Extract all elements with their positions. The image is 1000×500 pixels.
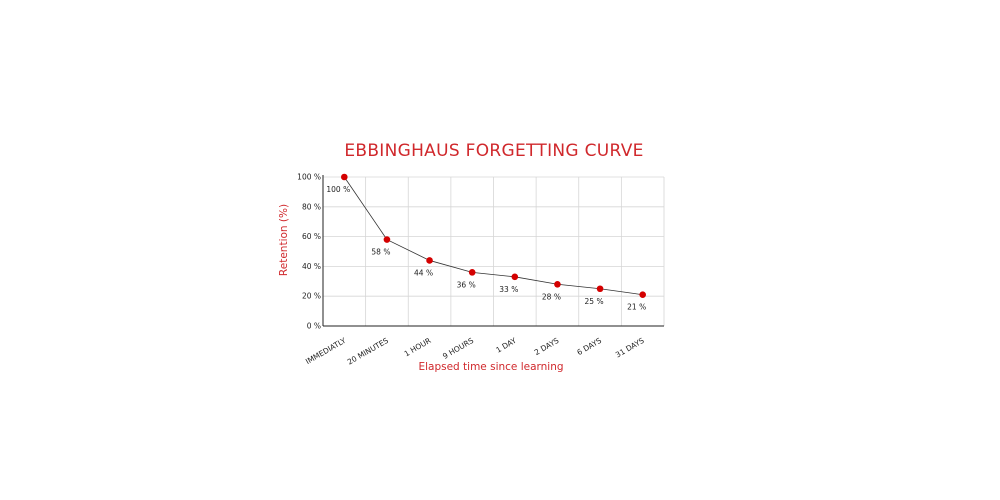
data-point bbox=[596, 285, 604, 293]
x-tick-label: 1 HOUR bbox=[403, 336, 433, 358]
x-tick-label: 6 DAYS bbox=[575, 336, 603, 357]
data-label: 21 % bbox=[627, 303, 646, 312]
y-tick-label: 20 % bbox=[302, 292, 321, 301]
y-tick-label: 0 % bbox=[307, 322, 321, 331]
chart-title: EBBINGHAUS FORGETTING CURVE bbox=[344, 141, 643, 161]
data-labels: 100 % 58 % 44 % 36 % 33 % 28 % 25 % 21 % bbox=[326, 185, 646, 312]
data-label: 44 % bbox=[414, 268, 433, 277]
data-label: 33 % bbox=[499, 285, 518, 294]
data-point bbox=[554, 280, 561, 288]
y-tick-label: 60 % bbox=[302, 232, 321, 241]
x-axis-label: Elapsed time since learning bbox=[418, 361, 563, 373]
y-tick-label: 100 % bbox=[297, 173, 321, 182]
y-ticks: 0 % 20 % 40 % 60 % 80 % 100 % bbox=[297, 173, 321, 331]
data-points bbox=[341, 173, 646, 299]
data-point bbox=[511, 273, 519, 281]
data-label: 36 % bbox=[457, 280, 476, 289]
y-tick-label: 80 % bbox=[302, 202, 321, 211]
grid bbox=[323, 176, 665, 326]
data-label: 100 % bbox=[326, 185, 350, 194]
data-point bbox=[341, 173, 348, 181]
data-label: 25 % bbox=[585, 297, 604, 306]
x-tick-label: 9 HOURS bbox=[441, 336, 475, 361]
series-line bbox=[343, 176, 643, 296]
x-tick-label: 31 DAYS bbox=[614, 336, 646, 360]
x-tick-label: 2 DAYS bbox=[533, 336, 561, 357]
data-point bbox=[468, 269, 476, 276]
data-point bbox=[639, 291, 646, 299]
y-axis-label: Retention (%) bbox=[278, 204, 290, 276]
axes bbox=[322, 175, 664, 327]
y-tick-label: 40 % bbox=[302, 262, 321, 271]
data-point bbox=[426, 257, 433, 264]
data-point bbox=[383, 236, 391, 243]
x-tick-label: 20 MINUTES bbox=[346, 336, 390, 367]
data-label: 58 % bbox=[371, 248, 390, 257]
data-label: 28 % bbox=[542, 292, 561, 301]
x-tick-label: IMMEDIATLY bbox=[304, 336, 348, 366]
x-tick-label: 1 DAY bbox=[494, 336, 518, 355]
